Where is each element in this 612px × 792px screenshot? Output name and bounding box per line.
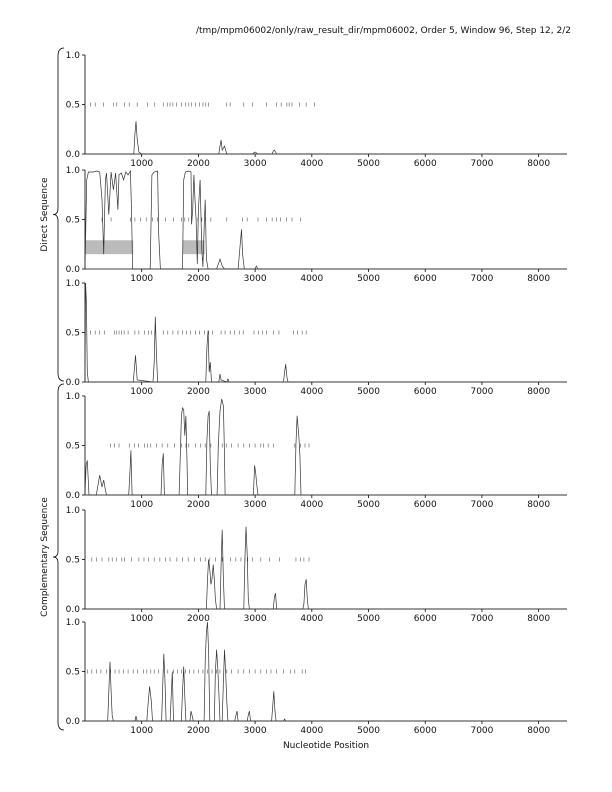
panel-2-y-tick-label: 0.5 xyxy=(66,216,80,226)
direct-sequence-label: Direct Sequence xyxy=(40,177,50,252)
panel-1-y-tick-label: 1.0 xyxy=(66,51,81,61)
panel-1-x-tick-label: 8000 xyxy=(527,159,550,169)
panel-6-x-tick-label: 3000 xyxy=(244,726,267,736)
panel-6-coding-probability-line xyxy=(85,621,567,722)
panel-6-x-tick-label: 4000 xyxy=(300,726,323,736)
panel-5-x-tick-label: 2000 xyxy=(187,614,210,624)
panel-2-x-tick-label: 5000 xyxy=(357,274,380,284)
panel-3-x-tick-label: 2000 xyxy=(187,387,210,397)
panel-1-x-tick-label: 3000 xyxy=(244,159,267,169)
panel-2-x-tick-label: 4000 xyxy=(300,274,323,284)
panel-3-x-tick-label: 7000 xyxy=(470,387,493,397)
panel-4-x-tick-label: 7000 xyxy=(470,500,493,510)
panel-5-y-tick-label: 0.0 xyxy=(66,605,81,615)
panel-6-x-tick-label: 8000 xyxy=(527,726,550,736)
panel-1-x-tick-label: 2000 xyxy=(187,159,210,169)
panel-3-x-tick-label: 3000 xyxy=(244,387,267,397)
panel-1-coding-probability-line xyxy=(85,121,567,155)
panel-1-x-tick-label: 4000 xyxy=(300,159,323,169)
panel-2-x-tick-label: 7000 xyxy=(470,274,493,284)
panel-3-y-tick-label: 0.5 xyxy=(66,329,80,339)
panel-3-x-tick-label: 4000 xyxy=(300,387,323,397)
panel-3-x-tick-label: 8000 xyxy=(527,387,550,397)
panel-1-x-tick-label: 5000 xyxy=(357,159,380,169)
panel-2-y-tick-label: 1.0 xyxy=(66,166,81,176)
panel-6-x-tick-label: 2000 xyxy=(187,726,210,736)
panel-5-x-tick-label: 8000 xyxy=(527,614,550,624)
panel-3-y-tick-label: 0.0 xyxy=(66,378,81,388)
panel-4-coding-probability-line xyxy=(84,398,567,496)
panel-2-highlight-bar xyxy=(85,240,134,255)
panel-4-x-tick-label: 2000 xyxy=(187,500,210,510)
panel-2-x-tick-label: 8000 xyxy=(527,274,550,284)
panel-3-x-tick-label: 5000 xyxy=(357,387,380,397)
x-axis-title: Nucleotide Position xyxy=(283,741,369,751)
panel-3-x-tick-label: 6000 xyxy=(414,387,437,397)
panel-4-x-tick-label: 6000 xyxy=(414,500,437,510)
panel-4-x-tick-label: 5000 xyxy=(357,500,380,510)
panel-2-x-tick-label: 6000 xyxy=(414,274,437,284)
panel-2-x-tick-label: 3000 xyxy=(244,274,267,284)
panel-6-y-tick-label: 1.0 xyxy=(66,618,81,628)
panel-1-x-tick-label: 1000 xyxy=(130,159,153,169)
panel-6-y-tick-label: 0.5 xyxy=(66,668,80,678)
panel-1-y-tick-label: 0.5 xyxy=(66,101,80,111)
panel-4-x-tick-label: 1000 xyxy=(130,500,153,510)
panel-2-highlight-bar xyxy=(182,240,205,255)
panel-6-x-tick-label: 1000 xyxy=(130,726,153,736)
panel-5-y-tick-label: 0.5 xyxy=(66,556,80,566)
panel-4-x-tick-label: 4000 xyxy=(300,500,323,510)
panel-5-x-tick-label: 1000 xyxy=(130,614,153,624)
panel-5-coding-probability-line xyxy=(85,526,567,610)
panel-2-coding-probability-line xyxy=(84,169,567,270)
direct-sequence-bracket xyxy=(52,47,65,382)
panel-5-x-tick-label: 3000 xyxy=(244,614,267,624)
complementary-sequence-label: Complementary Sequence xyxy=(40,497,50,617)
panel-2-x-tick-label: 1000 xyxy=(130,274,153,284)
panel-5-x-tick-label: 7000 xyxy=(470,614,493,624)
panel-6-x-tick-label: 6000 xyxy=(414,726,437,736)
panel-4-x-tick-label: 8000 xyxy=(527,500,550,510)
panel-6-x-tick-label: 7000 xyxy=(470,726,493,736)
panel-4-y-tick-label: 0.5 xyxy=(66,442,80,452)
panel-1-x-tick-label: 7000 xyxy=(470,159,493,169)
panel-3-x-tick-label: 1000 xyxy=(130,387,153,397)
panel-6-y-tick-label: 0.0 xyxy=(66,717,81,727)
panel-2-y-tick-label: 0.0 xyxy=(66,265,81,275)
panel-4-y-tick-label: 0.0 xyxy=(66,491,81,501)
panel-4-x-tick-label: 3000 xyxy=(244,500,267,510)
panel-3-coding-probability-line xyxy=(84,282,567,383)
run-info-header: /tmp/mpm06002/only/raw_result_dir/mpm060… xyxy=(195,26,571,36)
complementary-sequence-bracket xyxy=(52,383,65,731)
panel-3-y-tick-label: 1.0 xyxy=(66,279,81,289)
panel-5-x-tick-label: 4000 xyxy=(300,614,323,624)
panel-1-x-tick-label: 6000 xyxy=(414,159,437,169)
panel-5-x-tick-label: 5000 xyxy=(357,614,380,624)
panel-2-x-tick-label: 2000 xyxy=(187,274,210,284)
panel-4-y-tick-label: 1.0 xyxy=(66,392,81,402)
panel-1-y-tick-label: 0.0 xyxy=(66,150,81,160)
panel-6-x-tick-label: 5000 xyxy=(357,726,380,736)
panel-5-y-tick-label: 1.0 xyxy=(66,506,81,516)
panel-5-x-tick-label: 6000 xyxy=(414,614,437,624)
